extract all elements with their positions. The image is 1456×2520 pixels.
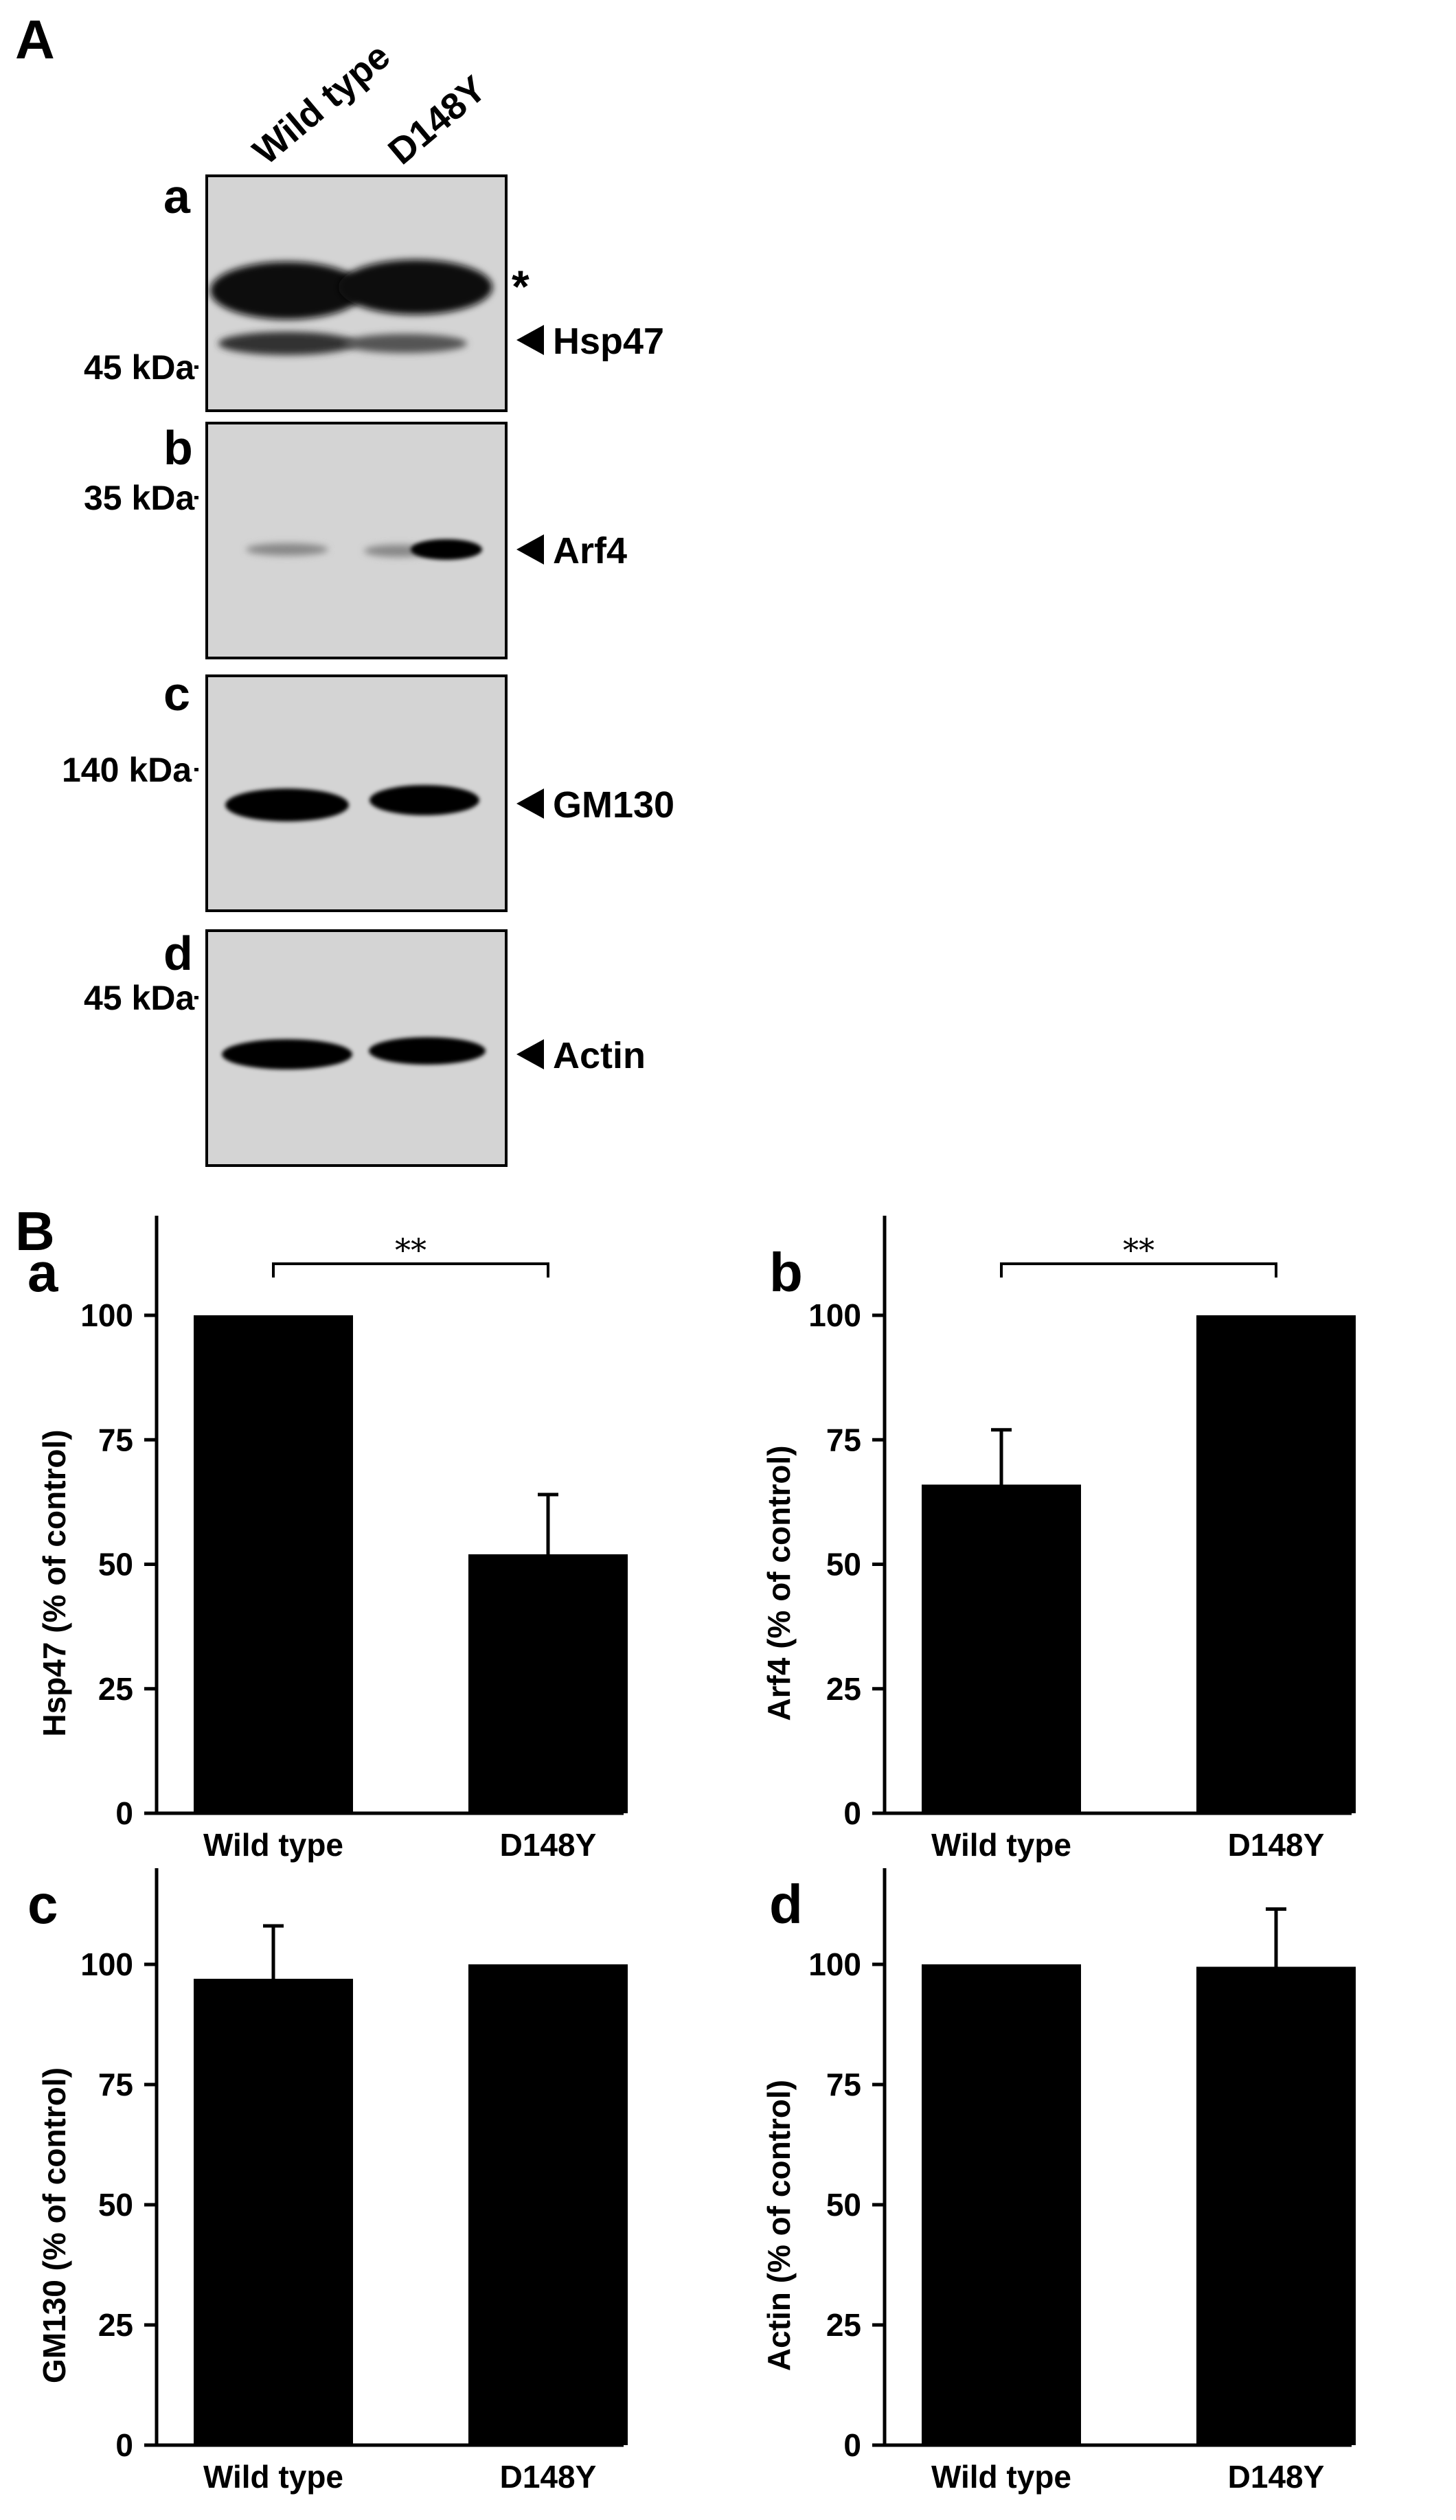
blot-c-letter: c [163,667,190,720]
chart-a-significance-bracket [272,1262,549,1278]
chart-c-bar [468,1964,628,2445]
blot-c-band-wt [225,788,349,821]
chart-d-y-tick-label: 75 [826,2067,861,2102]
blot-d-band-mut [369,1037,486,1065]
lane-label-d148y: D148Y [380,68,494,172]
blot-b-arrowhead-icon [516,534,544,565]
blot-c [205,674,508,912]
chart-b-significance-label: ** [1123,1231,1154,1269]
chart-c-y-tick-label: 25 [98,2307,133,2343]
blot-d-band-wt [222,1039,352,1069]
blot-a [205,174,508,412]
chart-a-x-tick-label: Wild type [203,1827,343,1863]
blot-a-band-nonspecific-mut [339,260,492,315]
chart-a-y-tick-label: 0 [115,1795,133,1831]
chart-a-x-tick-label: D148Y [500,1827,597,1863]
panel-a-label: A [15,9,55,70]
chart-b: b 0 25 50 75 100 Arf4 (% of control) Wild type D… [761,1216,1356,1863]
chart-d-y-tick-label: 25 [826,2307,861,2343]
chart-a-letter: a [27,1242,58,1303]
chart-d-x-tick-label: Wild type [931,2459,1071,2495]
chart-b-bar [922,1484,1081,1813]
chart-a-y-tick-label: 25 [98,1671,133,1707]
chart-c-y-tick-label: 0 [115,2427,133,2463]
chart-d-y-tick-label: 0 [843,2427,861,2463]
chart-d-bar [1196,1966,1356,2445]
chart-a-y-tick-label: 100 [80,1297,133,1333]
chart-c-y-label: GM130 (% of control) [36,2067,72,2383]
chart-b-y-label: Arf4 (% of control) [761,1445,797,1721]
blot-d-marker-tick [194,996,198,999]
bar-charts: a 0 25 50 75 100 Hsp47 (% of control) Wild type… [27,1216,1356,2495]
chart-b-significance-bracket [1000,1262,1277,1278]
chart-b-letter: b [769,1242,803,1303]
blot-b-marker: 35 kDa [84,479,195,517]
chart-a-y-label: Hsp47 (% of control) [36,1429,72,1736]
blot-d-marker: 45 kDa [84,979,195,1017]
blot-c-marker-tick [194,768,198,771]
chart-b-y-tick-label: 0 [843,1795,861,1831]
chart-b-y-tick-label: 50 [826,1547,861,1582]
chart-a-bar [194,1315,353,1813]
blot-a-band-nonspecific-wt [210,262,364,319]
chart-d-y-label: Actin (% of control) [761,2080,797,2371]
chart-b-y-tick-label: 75 [826,1422,861,1457]
blot-b [205,422,508,659]
blot-b-letter: b [163,421,193,475]
chart-b-x-tick-label: Wild type [931,1827,1071,1863]
blot-a-letter: a [163,170,191,223]
panel-b-label: B [15,1201,55,1262]
blot-c-band-mut [369,785,479,815]
blot-b-band-mut [411,539,482,560]
chart-c-y-tick-label: 75 [98,2067,133,2102]
blot-a-protein: Hsp47 [553,321,664,362]
chart-b-y-tick-label: 25 [826,1671,861,1707]
chart-b-y-tick-label: 100 [808,1297,861,1333]
blot-a-marker-tick [194,365,198,369]
blot-c-arrowhead-icon [516,788,544,819]
blot-a-asterisk: * [512,261,530,312]
chart-c-letter: c [27,1874,58,1935]
chart-a-y-tick-label: 75 [98,1422,133,1457]
chart-d-bar [922,1964,1081,2445]
chart-c-y-tick-label: 50 [98,2187,133,2223]
chart-c-bar [194,1979,353,2445]
chart-c-x-tick-label: D148Y [500,2459,597,2495]
blot-c-marker: 140 kDa [62,751,192,789]
chart-b-bar [1196,1315,1356,1813]
blot-a-band-hsp47-mut [343,334,467,353]
chart-c-x-tick-label: Wild type [203,2459,343,2495]
blot-d-arrowhead-icon [516,1039,544,1069]
chart-a-bar [468,1554,628,1813]
blot-a-arrowhead-icon [516,325,544,355]
chart-d-y-tick-label: 50 [826,2187,861,2223]
blot-b-protein: Arf4 [553,530,627,571]
chart-d-y-tick-label: 100 [808,1946,861,1982]
chart-d: d 0 25 50 75 100 Actin (% of control) Wild type… [761,1868,1356,2495]
chart-c-y-tick-label: 100 [80,1946,133,1982]
blot-d [205,929,508,1167]
blot-c-protein: GM130 [553,784,674,826]
blot-b-marker-tick [194,496,198,499]
blot-d-letter: d [163,927,193,980]
blot-b-band-wt [246,543,328,556]
chart-d-letter: d [769,1874,803,1935]
blot-a-marker: 45 kDa [84,348,195,387]
chart-d-x-tick-label: D148Y [1228,2459,1325,2495]
blot-d-protein: Actin [553,1035,646,1076]
chart-a-significance-label: ** [395,1231,426,1269]
chart-a-y-tick-label: 50 [98,1547,133,1582]
chart-b-x-tick-label: D148Y [1228,1827,1325,1863]
blot-a-band-hsp47-wt [218,332,356,355]
lane-label-wild-type: Wild type [245,35,398,172]
chart-c: c 0 25 50 75 100 GM130 (% of control) Wild type… [27,1868,628,2495]
chart-a: a 0 25 50 75 100 Hsp47 (% of control) Wild type… [27,1216,628,1863]
